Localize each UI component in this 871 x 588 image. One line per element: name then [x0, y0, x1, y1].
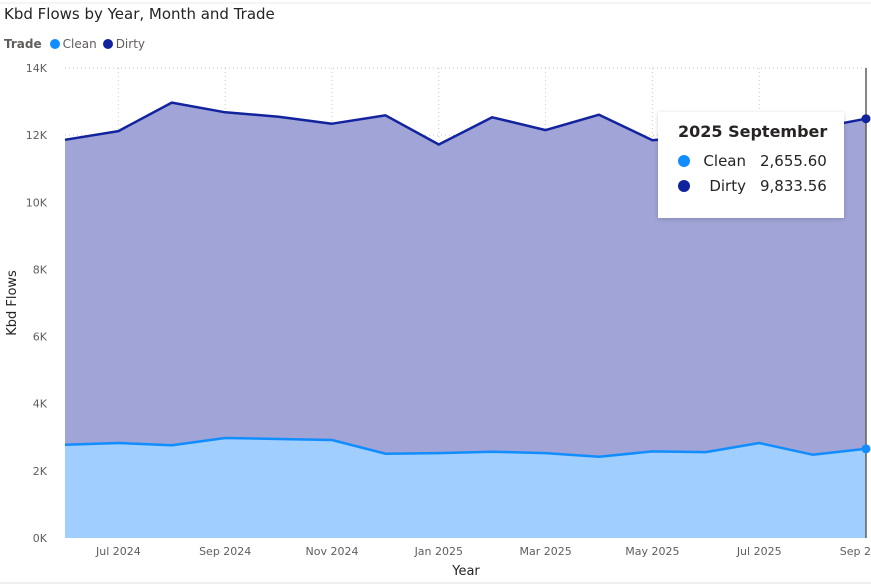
- y-tick-label: 6K: [33, 331, 48, 344]
- area-clean: [65, 438, 866, 538]
- x-axis-label: Year: [451, 564, 480, 579]
- y-axis-ticks: 0K 2K 4K 6K 8K 10K 12K 14K: [26, 62, 48, 545]
- x-tick-label: Jul 2025: [736, 545, 782, 558]
- line-clean: [64, 436, 867, 459]
- legend-item-dirty[interactable]: Dirty: [102, 37, 146, 51]
- legend-title: Trade: [4, 37, 42, 51]
- legend: Trade Clean Dirty: [4, 37, 147, 51]
- y-tick-label: 14K: [26, 62, 48, 75]
- x-tick-label: Jul 2024: [95, 545, 141, 558]
- tooltip-value-dirty: 9,833.56: [760, 177, 827, 195]
- legend-label-clean: Clean: [62, 37, 97, 51]
- hover-markers: [861, 114, 871, 454]
- y-tick-label: 8K: [33, 263, 48, 276]
- y-tick-label: 2K: [33, 465, 48, 478]
- tooltip-value-clean: 2,655.60: [760, 152, 827, 170]
- tooltip-title: 2025 September: [678, 122, 828, 141]
- x-tick-label: Nov 2024: [306, 545, 359, 558]
- legend-label-dirty: Dirty: [115, 37, 146, 51]
- chart-title: Kbd Flows by Year, Month and Trade: [4, 5, 275, 23]
- tooltip-dot-clean: [678, 155, 690, 167]
- x-tick-label: May 2025: [625, 545, 679, 558]
- y-axis-label: Kbd Flows: [5, 270, 20, 336]
- y-tick-label: 0K: [33, 532, 48, 545]
- tooltip-row-dirty: Dirty 9,833.56: [678, 177, 827, 195]
- legend-dot-dirty: [102, 39, 113, 49]
- legend-item-clean[interactable]: Clean: [49, 37, 97, 51]
- marker-dirty: [861, 114, 871, 124]
- marker-clean: [861, 444, 871, 454]
- x-tick-label: Sep 2024: [199, 545, 251, 558]
- tooltip-name-dirty: Dirty: [709, 177, 746, 195]
- x-axis-ticks: Jul 2024 Sep 2024 Nov 2024 Jan 2025 Mar 2025…: [95, 545, 871, 558]
- tooltip: 2025 September Clean 2,655.60 Dirty 9,83…: [658, 112, 844, 218]
- tooltip-dot-dirty: [678, 180, 690, 192]
- x-tick-label: Jan 2025: [414, 545, 463, 558]
- y-tick-label: 4K: [33, 398, 48, 411]
- y-tick-label: 10K: [26, 196, 48, 209]
- x-tick-label: Mar 2025: [519, 545, 571, 558]
- y-tick-label: 12K: [26, 129, 48, 142]
- x-tick-label: Sep 2: [840, 545, 871, 558]
- legend-dot-clean: [49, 39, 60, 49]
- tooltip-name-clean: Clean: [703, 152, 746, 170]
- tooltip-row-clean: Clean 2,655.60: [678, 152, 827, 170]
